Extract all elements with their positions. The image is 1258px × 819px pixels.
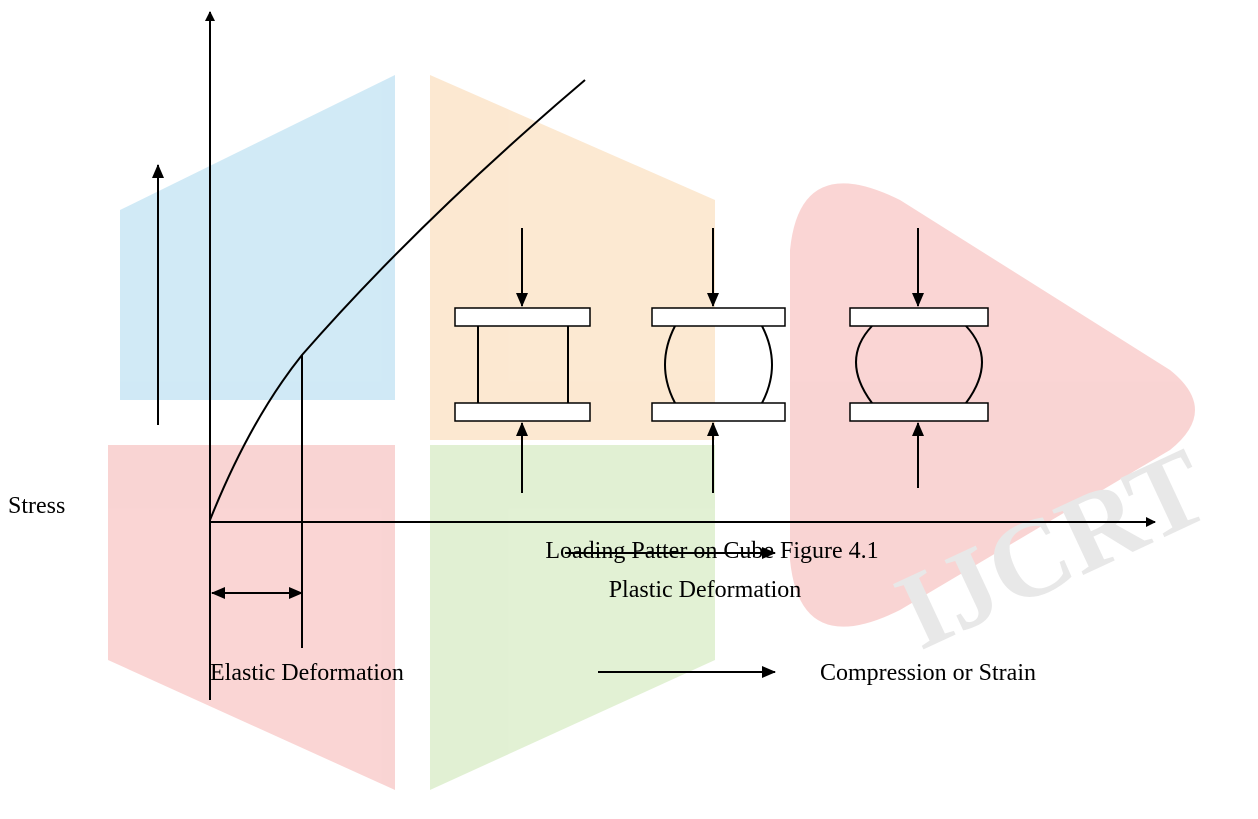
stress-curve	[209, 79, 586, 521]
y-axis-label: Stress	[8, 493, 65, 519]
cube-2	[651, 228, 786, 493]
cube-1	[454, 228, 591, 493]
elastic-label: Elastic Deformation	[210, 660, 404, 686]
plastic-label: Plastic Deformation	[609, 577, 802, 603]
axes	[152, 11, 1156, 700]
caption: Loading Patter on Cube Figure 4.1	[545, 538, 878, 564]
x-axis-label: Compression or Strain	[820, 660, 1036, 686]
watermark: IJCRT	[108, 75, 1226, 790]
cube-3	[849, 228, 989, 488]
